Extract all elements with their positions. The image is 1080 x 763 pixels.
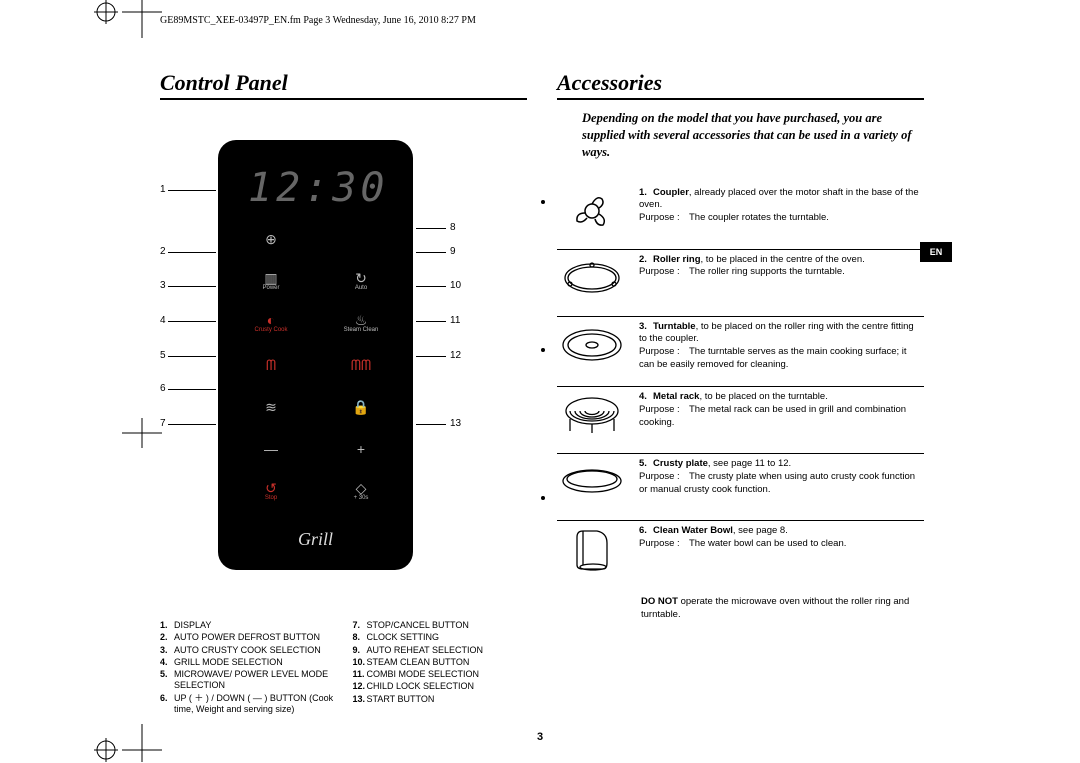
accessory-icon bbox=[557, 525, 627, 573]
page-number: 3 bbox=[537, 731, 543, 743]
accessory-item: 2.Roller ring, to be placed in the centr… bbox=[557, 249, 924, 302]
callout-6: 6 bbox=[160, 383, 166, 394]
crop-mark-icon bbox=[122, 418, 162, 448]
panel-button-2: ▥Power bbox=[246, 267, 296, 295]
crop-mark-icon bbox=[122, 724, 162, 762]
section-title-control-panel: Control Panel bbox=[160, 70, 527, 100]
control-panel-legend: 1.DISPLAY2.AUTO POWER DEFROST BUTTON 3.AU… bbox=[160, 620, 527, 716]
accessory-icon bbox=[557, 321, 627, 369]
callout-3: 3 bbox=[160, 280, 166, 291]
callout-5: 5 bbox=[160, 350, 166, 361]
panel-button-3: ↻Auto bbox=[336, 267, 386, 295]
section-title-accessories: Accessories bbox=[557, 70, 924, 100]
accessory-icon bbox=[557, 391, 627, 439]
legend-item: 5.MICROWAVE/ POWER LEVEL MODE SELECTION bbox=[160, 669, 335, 692]
legend-item: 7.STOP/CANCEL BUTTON bbox=[353, 620, 528, 631]
callout-7: 7 bbox=[160, 418, 166, 429]
accessory-icon bbox=[557, 187, 627, 235]
panel-button-12: ↺Stop bbox=[246, 477, 296, 505]
control-panel-figure: 1 2 3 4 5 6 7 8 9 10 11 12 13 bbox=[160, 140, 527, 570]
accessory-item: 1.Coupler, already placed over the motor… bbox=[557, 183, 924, 235]
language-tab: EN bbox=[920, 242, 952, 262]
callout-4: 4 bbox=[160, 315, 166, 326]
legend-item: 1.DISPLAY bbox=[160, 620, 335, 631]
panel-button-8: ≋ bbox=[246, 393, 296, 421]
callout-8: 8 bbox=[450, 222, 456, 233]
callout-9: 9 bbox=[450, 246, 456, 257]
accessory-item: 4.Metal rack, to be placed on the turnta… bbox=[557, 386, 924, 439]
left-column: Control Panel 1 2 3 4 5 6 7 8 9 10 11 bbox=[160, 70, 527, 730]
legend-item: 10.STEAM CLEAN BUTTON bbox=[353, 657, 528, 668]
warning-note: DO NOT operate the microwave oven withou… bbox=[641, 595, 924, 622]
panel-button-13: ◇+ 30s bbox=[336, 477, 386, 505]
callout-12: 12 bbox=[450, 350, 461, 361]
crop-mark-icon bbox=[122, 0, 162, 38]
callout-10: 10 bbox=[450, 280, 461, 291]
accessory-text: 5.Crusty plate, see page 11 to 12.Purpos… bbox=[639, 458, 924, 506]
panel-button-9: 🔒 bbox=[336, 393, 386, 421]
legend-item: 9.AUTO REHEAT SELECTION bbox=[353, 645, 528, 656]
accessory-item: 3.Turntable, to be placed on the roller … bbox=[557, 316, 924, 372]
accessory-text: 2.Roller ring, to be placed in the centr… bbox=[639, 254, 865, 302]
accessories-list: 1.Coupler, already placed over the motor… bbox=[557, 183, 924, 573]
accessory-text: 6.Clean Water Bowl, see page 8.Purpose :… bbox=[639, 525, 846, 573]
accessory-item: 5.Crusty plate, see page 11 to 12.Purpos… bbox=[557, 453, 924, 506]
accessory-text: 1.Coupler, already placed over the motor… bbox=[639, 187, 924, 235]
panel-button-7: ᗰᗰ bbox=[336, 351, 386, 379]
legend-item: 12.CHILD LOCK SELECTION bbox=[353, 681, 528, 692]
panel-button-6: ᗰ bbox=[246, 351, 296, 379]
right-column: Accessories Depending on the model that … bbox=[557, 70, 924, 730]
header-meta: GE89MSTC_XEE-03497P_EN.fm Page 3 Wednesd… bbox=[160, 15, 476, 26]
panel-button-1 bbox=[336, 225, 386, 253]
legend-item: 8.CLOCK SETTING bbox=[353, 632, 528, 643]
panel-button-10: — bbox=[246, 435, 296, 463]
legend-item: 11.COMBI MODE SELECTION bbox=[353, 669, 528, 680]
panel-button-5: ♨Steam Clean bbox=[336, 309, 386, 337]
panel-button-11: + bbox=[336, 435, 386, 463]
page-content: Control Panel 1 2 3 4 5 6 7 8 9 10 11 bbox=[160, 70, 924, 730]
crop-mark-icon bbox=[94, 738, 118, 762]
grill-label: Grill bbox=[218, 529, 413, 550]
callout-2: 2 bbox=[160, 246, 166, 257]
warning-bold: DO NOT bbox=[641, 596, 678, 607]
panel-button-4: ◐Crusty Cook bbox=[246, 309, 296, 337]
time-display: 12:30 bbox=[248, 165, 388, 211]
panel-button-0: ⊕ bbox=[246, 225, 296, 253]
accessory-text: 3.Turntable, to be placed on the roller … bbox=[639, 321, 924, 372]
accessory-text: 4.Metal rack, to be placed on the turnta… bbox=[639, 391, 924, 439]
legend-item: 6.UP ( ＋ ) / DOWN ( — ) BUTTON (Cook tim… bbox=[160, 693, 335, 716]
legend-item: 3.AUTO CRUSTY COOK SELECTION bbox=[160, 645, 335, 656]
accessory-icon bbox=[557, 254, 627, 302]
legend-item: 13.START BUTTON bbox=[353, 694, 528, 705]
accessory-item: 6.Clean Water Bowl, see page 8.Purpose :… bbox=[557, 520, 924, 573]
accessories-intro: Depending on the model that you have pur… bbox=[582, 110, 924, 161]
callout-1: 1 bbox=[160, 184, 166, 195]
control-panel-device: 12:30 ⊕ ▥Power ↻Auto ◐Crusty Cook ♨Steam Cle… bbox=[218, 140, 413, 570]
accessory-icon bbox=[557, 458, 627, 506]
callout-11: 11 bbox=[450, 315, 460, 326]
legend-item: 2.AUTO POWER DEFROST BUTTON bbox=[160, 632, 335, 643]
callout-13: 13 bbox=[450, 418, 461, 429]
legend-item: 4.GRILL MODE SELECTION bbox=[160, 657, 335, 668]
crop-mark-icon bbox=[94, 0, 118, 24]
warning-text: operate the microwave oven without the r… bbox=[641, 596, 909, 620]
